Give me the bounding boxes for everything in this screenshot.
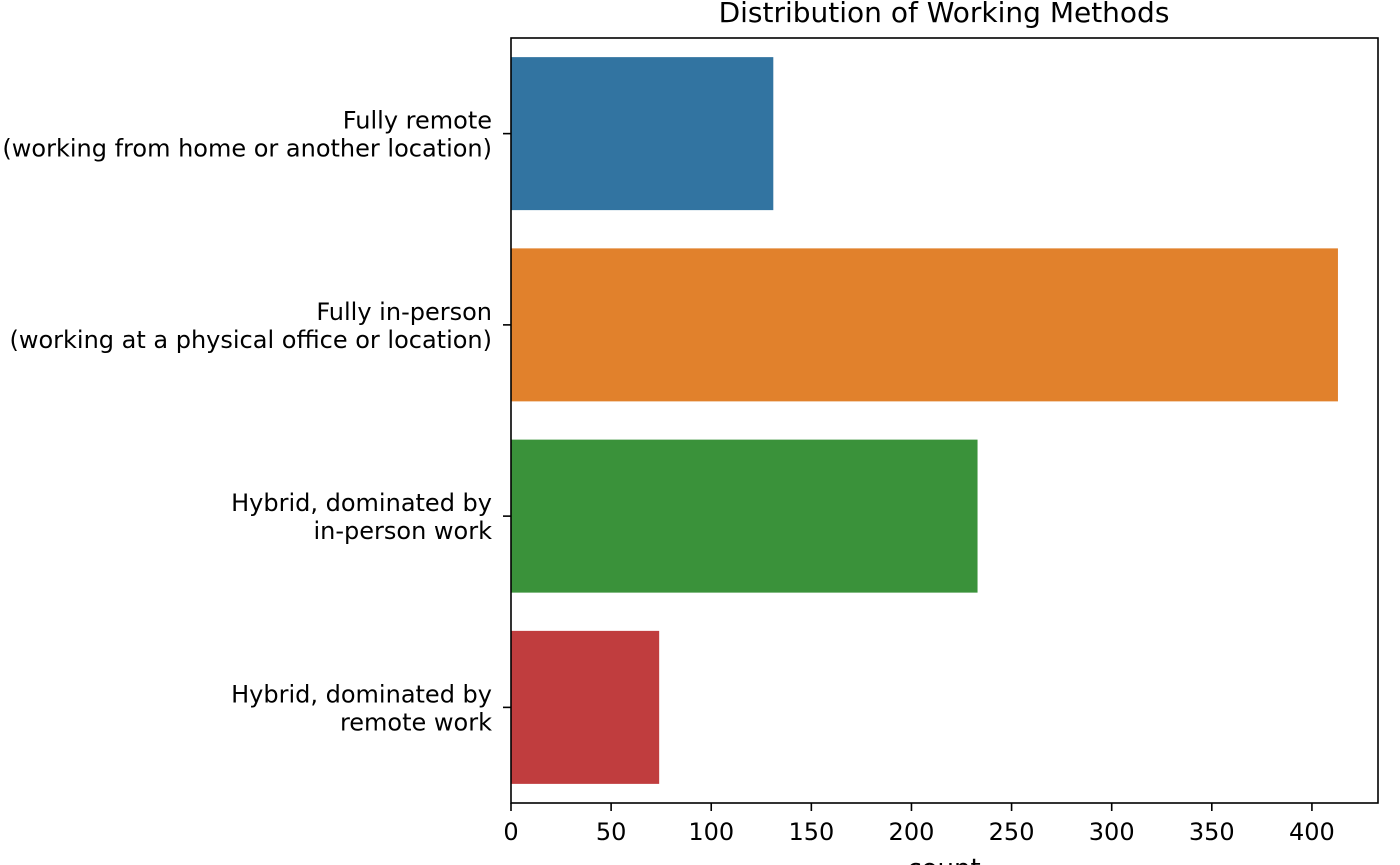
y-tick-label-2-0: Hybrid, dominated by — [231, 489, 492, 517]
bar-1 — [511, 248, 1338, 402]
y-tick-label-2-1: in-person work — [313, 517, 492, 545]
x-axis-ticks: 0 50 100 150 200 250 300 350 400 — [503, 803, 1335, 846]
bars-group — [511, 57, 1338, 784]
bar-2 — [511, 439, 978, 593]
y-tick-label-3-1: remote work — [340, 708, 492, 736]
bar-3 — [511, 630, 660, 784]
y-tick-label-0-1: (working from home or another location) — [2, 135, 492, 163]
bar-0 — [511, 57, 774, 211]
x-tick-label-6: 300 — [1089, 818, 1135, 846]
x-tick-label-7: 350 — [1189, 818, 1235, 846]
x-tick-label-4: 200 — [889, 818, 935, 846]
y-tick-label-1-0: Fully in-person — [316, 298, 492, 326]
plot-frame — [510, 37, 1379, 804]
x-tick-label-8: 400 — [1289, 818, 1335, 846]
x-tick-label-1: 50 — [596, 818, 627, 846]
y-axis-labels: Fully remote(working from home or anothe… — [2, 107, 511, 736]
x-tick-label-5: 250 — [989, 818, 1035, 846]
y-tick-label-1-1: (working at a physical office or locatio… — [9, 326, 492, 354]
x-tick-label-0: 0 — [503, 818, 518, 846]
x-tick-label-3: 150 — [788, 818, 834, 846]
chart-title: Distribution of Working Methods — [719, 0, 1170, 29]
x-tick-label-2: 100 — [688, 818, 734, 846]
y-tick-label-3-0: Hybrid, dominated by — [231, 680, 492, 708]
y-tick-label-0-0: Fully remote — [343, 107, 492, 135]
x-axis-label: count — [907, 854, 980, 865]
